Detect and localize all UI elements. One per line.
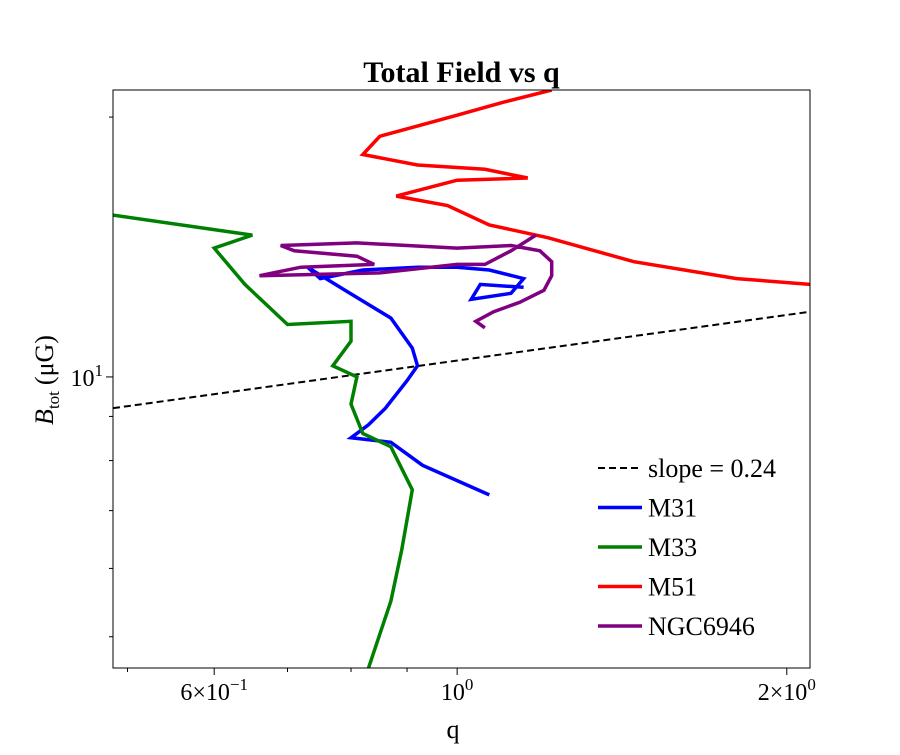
legend-label-slope-0-24: slope = 0.24 [648,454,776,483]
y-axis-label: Btot (μG) [30,335,63,425]
plot-area [113,90,810,668]
legend-label-m33: M33 [648,533,697,562]
series-line-ngc6946 [259,233,554,330]
series-line-m51 [359,90,810,287]
y-axis-label-sub: tot [44,391,63,409]
reference-line [113,310,810,410]
x-tick-label: 2×100 [758,675,816,706]
legend-label-ngc6946: NGC6946 [648,612,755,641]
series-line-m33 [113,213,415,668]
x-axis-label: q [447,715,460,744]
y-axis-label-unit: (μG) [30,335,59,385]
chart-title: Total Field vs q [363,56,560,89]
y-tick-label: 101 [71,361,104,392]
legend: slope = 0.24 M31 M33 M51 NGC6946 [598,454,776,641]
x-tick-label: 100 [441,675,474,706]
series-line-m31 [306,265,527,497]
axes: 6×10−1 100 2×100 101 [71,89,816,706]
plot-frame [112,89,811,669]
y-axis-label-main: B [30,409,59,425]
x-tick-label: 6×10−1 [180,675,248,706]
legend-label-m51: M51 [648,573,697,602]
legend-label-m31: M31 [648,494,697,523]
